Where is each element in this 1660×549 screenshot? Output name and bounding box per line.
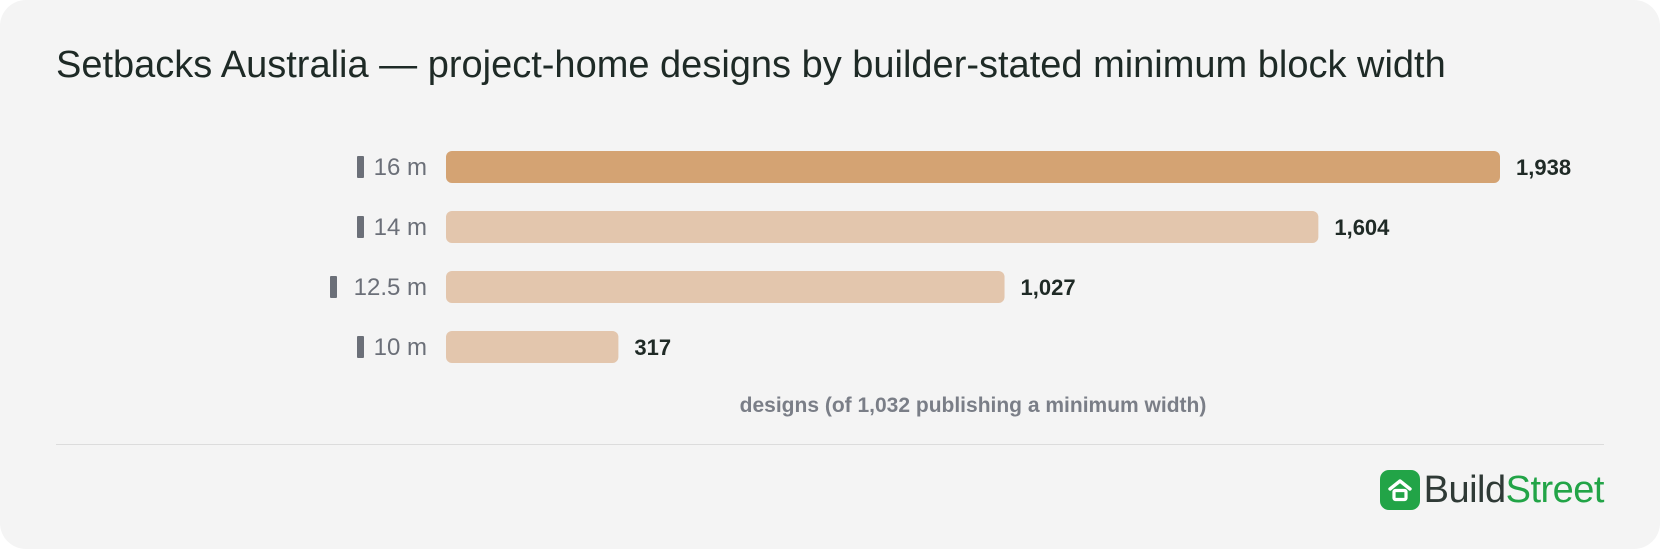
- value-label: 317: [634, 335, 671, 360]
- ruler-icon: [357, 336, 364, 358]
- chart-title: Setbacks Australia — project-home design…: [56, 44, 1446, 86]
- value-label: 1,604: [1334, 215, 1390, 240]
- x-axis-label: designs (of 1,032 publishing a minimum w…: [740, 394, 1207, 417]
- brand-logo: BuildStreet: [1379, 468, 1605, 512]
- bar: [446, 271, 1005, 303]
- bar: [446, 331, 619, 363]
- bar: [446, 211, 1319, 243]
- category-label: 10 m: [374, 334, 427, 361]
- category-label: 16 m: [374, 154, 427, 181]
- category-label: 12.5 m: [354, 274, 427, 301]
- house-icon: [1379, 470, 1420, 510]
- ruler-icon: [357, 216, 364, 238]
- brand-name-part1: Build: [1423, 469, 1507, 511]
- bar: [446, 151, 1500, 183]
- divider: [56, 444, 1604, 445]
- brand-wordmark: BuildStreet: [1423, 469, 1605, 511]
- ruler-icon: [357, 156, 364, 178]
- brand-name-part2: Street: [1505, 469, 1605, 511]
- ruler-icon: [330, 276, 337, 298]
- value-label: 1,938: [1516, 155, 1571, 180]
- value-label: 1,027: [1021, 275, 1076, 300]
- category-label: 14 m: [374, 214, 427, 241]
